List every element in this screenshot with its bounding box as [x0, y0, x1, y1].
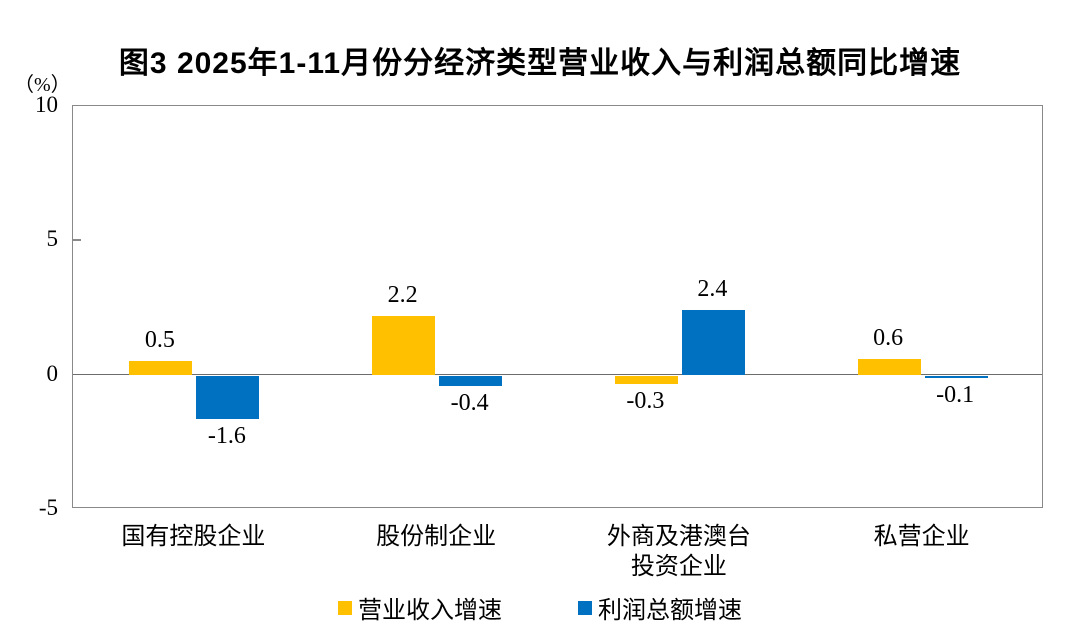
bar-value-label: 2.4 [697, 276, 728, 303]
bar-value-label: -0.4 [450, 390, 489, 417]
legend-item: 营业收入增速 [338, 590, 502, 625]
bar-value-label: 2.2 [387, 281, 418, 308]
zero-axis-line [73, 374, 1042, 376]
legend-label: 利润总额增速 [598, 598, 742, 624]
chart-legend: 营业收入增速 利润总额增速 [0, 590, 1080, 625]
y-tick-label: 10 [35, 92, 58, 117]
legend-item: 利润总额增速 [578, 590, 742, 625]
category-label: 外商及港澳台 投资企业 [606, 524, 751, 580]
y-tick-label: 0 [46, 360, 59, 386]
bar-利润总额增速-私营企业 [924, 375, 988, 379]
legend-swatch-icon [338, 600, 352, 615]
category-label: 国有控股企业 [121, 524, 266, 550]
category-label: 私营企业 [873, 524, 970, 550]
bar-利润总额增速-外商及港澳台 [681, 310, 745, 375]
category-label: 股份制企业 [376, 524, 497, 550]
y-tick-label: -5 [38, 495, 58, 520]
bar-营业收入增速-股份制企业 [372, 315, 436, 375]
bar-value-label: -0.3 [626, 387, 665, 414]
y-axis-unit-label: （%） [14, 74, 71, 96]
bar-value-label: 0.6 [873, 324, 904, 351]
chart-title: 图3 2025年1-11月份分经济类型营业收入与利润总额同比增速 [118, 47, 962, 80]
bar-利润总额增速-股份制企业 [439, 375, 503, 387]
y-tick-label: 5 [46, 226, 59, 252]
bar-营业收入增速-私营企业 [857, 358, 921, 375]
y-axis-tick-mark [73, 239, 81, 242]
legend-label: 营业收入增速 [358, 598, 502, 624]
bar-营业收入增速-外商及港澳台 [614, 375, 678, 384]
plot-area [72, 105, 1043, 508]
bar-value-label: -0.1 [936, 382, 975, 409]
legend-swatch-icon [578, 600, 592, 615]
bar-value-label: -1.6 [207, 422, 246, 449]
bar-value-label: 0.5 [144, 327, 175, 354]
bar-营业收入增速-国有控股企业 [129, 361, 193, 375]
bar-利润总额增速-国有控股企业 [196, 375, 260, 419]
